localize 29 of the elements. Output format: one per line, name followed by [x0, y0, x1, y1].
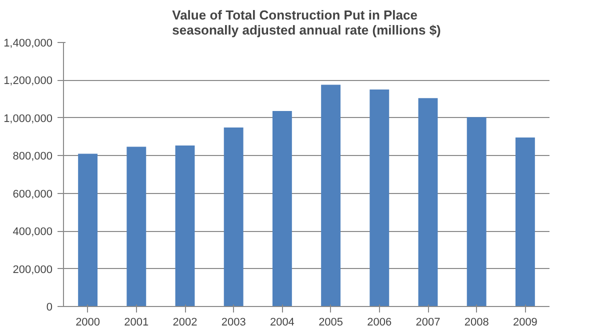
x-tick-label: 2008	[464, 316, 489, 328]
x-tick-label: 2000	[76, 316, 100, 328]
x-tick-label: 2005	[318, 316, 344, 328]
bar	[175, 145, 195, 306]
chart-title: Value of Total Construction Put in Place seasonally adjusted annual rate (millions $)	[172, 8, 441, 38]
bar	[515, 138, 535, 306]
bar	[466, 117, 486, 306]
y-tick-label: 1,000,000	[4, 112, 52, 125]
bar	[126, 146, 146, 306]
x-tick-label: 2001	[124, 316, 149, 328]
bar	[272, 110, 292, 306]
y-tick-label: 0	[46, 302, 53, 314]
y-tick-label: 400,000	[12, 226, 53, 238]
y-tick-label: 1,200,000	[4, 75, 52, 88]
y-tick-label: 800,000	[12, 150, 53, 163]
y-tick-label: 600,000	[12, 188, 53, 200]
y-tick-label: 200,000	[12, 264, 53, 276]
bar	[224, 128, 244, 306]
bar	[321, 84, 341, 306]
bar	[78, 154, 98, 306]
x-tick-label: 2007	[416, 316, 440, 328]
y-tick-label: 1,400,000	[4, 38, 52, 50]
x-tick-label: 2006	[367, 316, 392, 328]
x-tick-label: 2004	[270, 316, 294, 328]
x-tick-label: 2009	[512, 316, 538, 328]
x-tick-label: 2002	[172, 316, 198, 328]
x-tick-label: 2003	[221, 316, 246, 328]
bar	[370, 89, 390, 306]
bar	[418, 98, 438, 306]
